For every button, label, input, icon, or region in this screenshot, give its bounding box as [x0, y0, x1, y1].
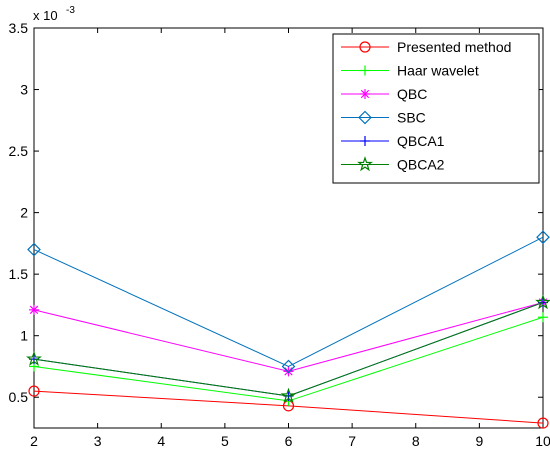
- y-tick-label: 2.5: [9, 143, 29, 159]
- series-line: [33, 301, 544, 397]
- data-point: [536, 230, 550, 245]
- data-point: [27, 242, 41, 257]
- legend-label: Presented method: [397, 39, 511, 55]
- x-tick-label: 6: [285, 433, 293, 449]
- data-point: [29, 304, 39, 315]
- y-tick-label: 1.5: [9, 266, 29, 282]
- data-point: [280, 387, 297, 403]
- legend-marker: [360, 89, 370, 99]
- legend-entry: QBC: [341, 86, 427, 102]
- data-point: [281, 359, 296, 374]
- legend-entry: SBC: [341, 110, 426, 126]
- y-tick-label: 2: [20, 205, 28, 221]
- y-exponent-base: x 10: [33, 8, 58, 23]
- series-line: [33, 236, 544, 368]
- legend-entry: Haar wavelet: [341, 63, 479, 79]
- data-point: [26, 350, 42, 366]
- legend: Presented method Haar wavelet QBC SBC QBCA1 Q…: [332, 33, 540, 184]
- legend-marker: [359, 41, 371, 53]
- y-exponent-power: -3: [66, 5, 75, 16]
- data-point: [537, 417, 549, 429]
- data-point: [538, 312, 548, 323]
- legend-box: [332, 33, 540, 184]
- legend-marker: [360, 65, 370, 76]
- legend-entry: Presented method: [341, 39, 511, 55]
- y-tick-label: 1: [20, 328, 28, 344]
- legend-marker: [357, 156, 373, 172]
- y-tick-label: 3: [20, 82, 28, 98]
- legend-label: SBC: [397, 110, 426, 126]
- series-qbca2: [26, 294, 550, 403]
- legend-label: Haar wavelet: [397, 63, 479, 79]
- y-exponent-label: x 10 -3: [33, 5, 75, 23]
- data-point: [28, 385, 40, 397]
- x-tick-label: 3: [94, 433, 102, 449]
- legend-entry: QBCA1: [341, 133, 445, 149]
- series-sbc: [27, 230, 550, 374]
- x-tick-label: 7: [348, 433, 356, 449]
- y-tick-label: 3.5: [9, 20, 29, 36]
- data-point: [535, 294, 550, 310]
- axes: 2 3 4 5 6 7 8 9 10 0.5 1 1.5 2 2.5 3 3.5: [9, 20, 550, 449]
- legend-label: QBCA1: [397, 133, 445, 149]
- series-layer: [26, 230, 550, 429]
- y-tick-label: 0.5: [9, 389, 29, 405]
- x-tick-label: 9: [475, 433, 483, 449]
- x-tick-label: 8: [412, 433, 420, 449]
- legend-marker: [360, 136, 370, 146]
- data-point: [283, 366, 294, 377]
- legend-label: QBC: [397, 86, 427, 102]
- x-tick-label: 10: [535, 433, 550, 449]
- legend-marker: [358, 110, 372, 125]
- x-tick-label: 5: [221, 433, 229, 449]
- legend-entry: QBCA2: [341, 156, 445, 173]
- x-tick-label: 2: [30, 433, 38, 449]
- legend-label: QBCA2: [397, 157, 445, 173]
- x-tick-label: 4: [157, 433, 165, 449]
